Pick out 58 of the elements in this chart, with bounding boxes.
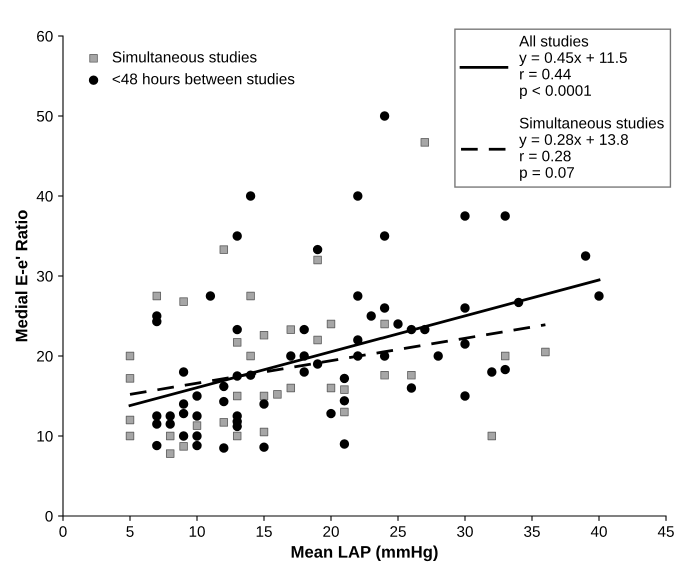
legend-label: Simultaneous studies y = 0.28x + 13.8 r = 0.28 p = 0.07 <box>519 117 664 181</box>
x-tick-label: 30 <box>457 526 473 537</box>
point <box>326 384 336 392</box>
point <box>407 370 416 380</box>
x-tick-label: 15 <box>256 526 272 537</box>
y-tick-label: 10 <box>37 430 53 442</box>
point <box>126 374 134 383</box>
x-axis-title: Mean LAP (mmHg) <box>292 546 438 562</box>
point <box>488 432 496 440</box>
point <box>246 292 255 300</box>
point <box>500 352 510 360</box>
point <box>126 352 134 360</box>
point <box>286 325 296 334</box>
x-tick-label: 40 <box>590 526 607 537</box>
legend-label: <48 hours between studies <box>112 73 294 84</box>
point <box>380 320 389 328</box>
point <box>313 256 322 264</box>
y-tick-label: 60 <box>37 30 53 42</box>
y-tick-label: 0 <box>45 510 53 522</box>
x-tick-label: 20 <box>323 526 339 537</box>
point <box>260 428 268 436</box>
point <box>192 421 202 430</box>
point <box>166 449 174 458</box>
point <box>541 348 550 356</box>
point <box>326 320 336 328</box>
point <box>220 418 228 427</box>
point <box>340 408 349 416</box>
legend-label: Simultaneous studies <box>112 51 257 62</box>
point <box>313 336 322 344</box>
x-tick-label: 5 <box>126 526 134 537</box>
point <box>220 245 228 254</box>
point <box>340 385 349 394</box>
y-axis-title: Medial E-e' Ratio <box>15 210 28 342</box>
point <box>232 392 242 400</box>
point <box>152 292 162 300</box>
y-tick-label: 20 <box>37 350 53 362</box>
point <box>126 432 134 440</box>
x-tick-label: 25 <box>390 526 406 537</box>
y-tick-label: 30 <box>36 270 53 282</box>
point <box>260 330 268 340</box>
point <box>273 390 282 399</box>
x-tick-label: 35 <box>524 526 540 537</box>
y-tick-label: 40 <box>36 190 53 202</box>
point <box>286 384 296 392</box>
x-tick-label: 45 <box>658 526 674 537</box>
point <box>246 352 255 360</box>
point <box>166 432 174 440</box>
x-tick-label: 10 <box>190 526 205 537</box>
point <box>232 338 242 347</box>
y-tick-label: 50 <box>36 110 53 122</box>
legend-label: All studies y = 0.45x + 11.5 r = 0.44 p < 0.0001 <box>519 35 627 99</box>
point <box>179 442 188 451</box>
point <box>420 138 430 147</box>
point <box>179 297 188 306</box>
point <box>126 416 134 424</box>
x-tick-label: 0 <box>59 526 67 537</box>
point <box>232 432 242 440</box>
point <box>380 370 389 380</box>
